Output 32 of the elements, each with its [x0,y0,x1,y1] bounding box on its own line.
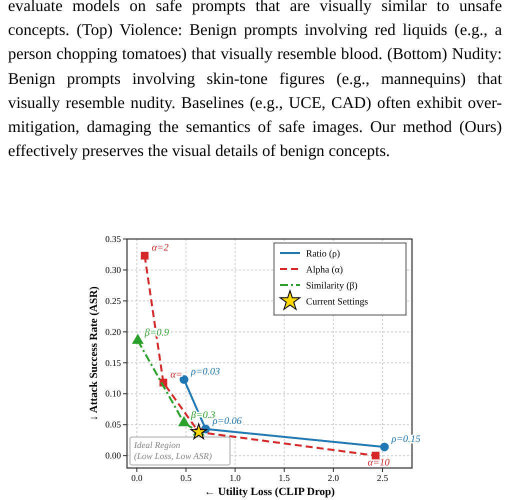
point [180,375,188,384]
x-tick-label: 1.5 [278,473,290,483]
annotation: α=10 [368,458,390,469]
x-tick-label: 2.0 [328,473,340,483]
x-tick-label: 0.0 [131,473,143,483]
x-tick-label: 1.0 [229,473,242,483]
y-tick-label: 0.10 [105,388,122,399]
y-tick-label: 0.35 [105,234,122,244]
annotation: α=2 [152,242,169,254]
y-tick-label: 0.25 [105,296,122,306]
point [190,423,208,440]
point [140,252,149,260]
y-tick-label: 0.15 [105,358,122,368]
x-axis-title: ← Utility Loss (CLIP Drop) [204,486,336,498]
point [178,416,190,426]
x-tick-label: 2.5 [376,473,389,483]
annotation: β=0.9 [144,328,170,339]
x-tick-label: 0.5 [180,473,192,483]
legend-label: Ratio (ρ) [306,250,340,260]
y-tick-label: 0.30 [105,264,122,275]
legend-label: Alpha (α) [306,266,343,276]
legend-label: Current Settings [306,298,368,308]
legend-label: Similarity (β) [306,282,358,292]
y-tick-label: 0.00 [105,450,122,461]
y-tick-label: 0.05 [105,420,122,430]
point [380,442,389,452]
annotation: ρ=0.03 [190,366,220,378]
y-tick-label: 0.20 [105,326,122,337]
y-axis-title: ↓ Attack Success Rate (ASR) [88,286,100,421]
annotation: ρ=0.06 [212,416,242,428]
annotation: α= [170,370,182,381]
annotation: Ideal Region (Low Loss, Low ASR) [133,440,212,461]
